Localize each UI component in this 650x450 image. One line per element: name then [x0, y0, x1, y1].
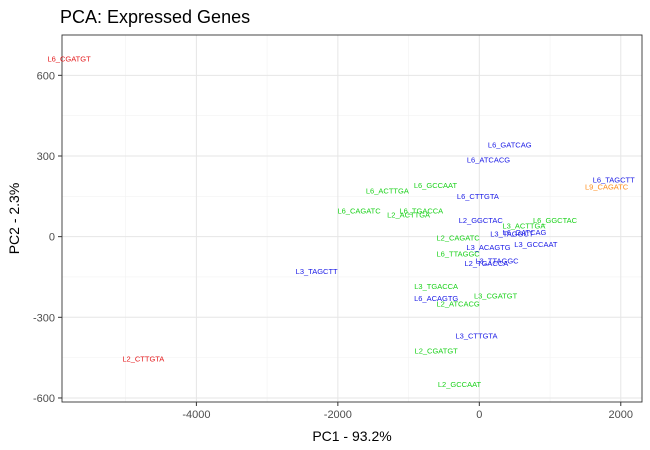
point-label: L6_GATCAG [503, 228, 547, 237]
point-label: L6_TAGCTT [593, 176, 635, 185]
point-label: L2_ACTTGA [387, 211, 430, 220]
point-label: L9_CAGATC [585, 182, 629, 191]
x-tick-label: 0 [476, 409, 482, 421]
point-label: L6_GATCAG [488, 141, 532, 150]
point-label: L6_ACTTGA [366, 186, 409, 195]
point-label: L2_CTTGTA [122, 354, 164, 363]
point-label: L2_CGATGT [415, 346, 459, 355]
point-label: L2_GCCAAT [438, 380, 482, 389]
point-label: L2_CAGATC [436, 233, 480, 242]
x-axis-title: PC1 - 93.2% [312, 428, 391, 444]
point-label: L3_TGACCA [414, 282, 458, 291]
point-label: L3_ACTTGA [502, 221, 545, 230]
x-tick-label: 2000 [609, 409, 633, 421]
y-tick-label: 0 [49, 232, 55, 244]
point-label: L6_GCCAAT [414, 181, 458, 190]
point-label: L6_GGCTAC [533, 216, 578, 225]
point-label: L6_CGATGT [47, 55, 91, 64]
point-label: L6_TGACCA [399, 207, 443, 216]
chart-title: PCA: Expressed Genes [60, 7, 250, 27]
point-label: L6_ACAGTG [414, 294, 458, 303]
point-label: L3_ACAGTG [466, 243, 510, 252]
y-tick-label: -600 [33, 393, 55, 405]
point-label: L2_TGACCA [464, 259, 508, 268]
x-tick-label: -2000 [324, 409, 352, 421]
point-label: L3_TTAGGC [475, 256, 519, 265]
y-axis-ticks: -600 -300 0 300 600 [33, 70, 62, 405]
x-tick-label: -4000 [182, 409, 210, 421]
point-labels: L6_CGATGT L2_CTTGTA L9_CAGATC L6_GATCAG L6_A… [47, 55, 635, 389]
point-label: L3_CGATGT [474, 291, 518, 300]
y-tick-label: 600 [37, 70, 55, 82]
y-tick-label: 300 [37, 151, 55, 163]
point-label: L3_GCCAAT [514, 240, 558, 249]
x-axis-ticks: -4000 -2000 0 2000 [182, 402, 633, 421]
y-tick-label: -300 [33, 312, 55, 324]
point-label: L3_TAGGCT [490, 229, 534, 238]
grid [62, 35, 642, 402]
point-label: L6_ATCACG [467, 156, 510, 165]
y-axis-title: PC2 - 2.3% [6, 183, 22, 255]
point-label: L6_TTAGGC [436, 250, 480, 259]
point-label: L2_ATCACG [436, 299, 479, 308]
plot-panel-border [61, 34, 643, 403]
point-label: L2_GGCTAC [459, 216, 504, 225]
point-label: L6_CTTGTA [457, 192, 499, 201]
point-label: L6_CAGATC [337, 207, 381, 216]
point-label: L3_TAGCTT [296, 267, 338, 276]
point-label: L3_CTTGTA [456, 332, 498, 341]
